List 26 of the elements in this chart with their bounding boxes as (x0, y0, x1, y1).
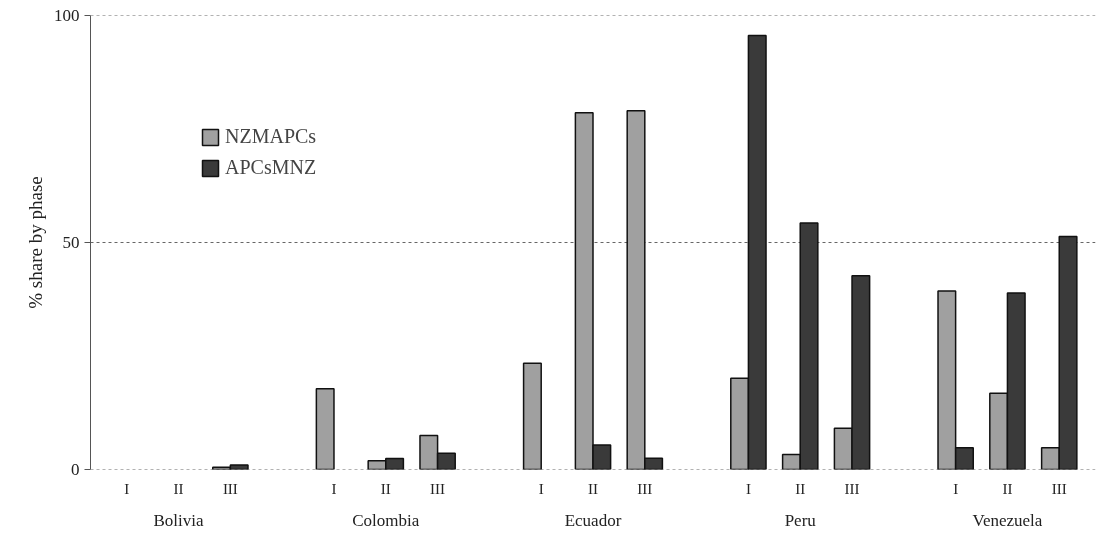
text: Ecuador (564, 510, 622, 530)
y-tick-label: 0 (71, 460, 80, 479)
x-tick-label: III (637, 480, 653, 497)
x-tick-label: III (222, 480, 238, 497)
x-tick-label: III (430, 480, 446, 497)
x-tick-label: II (1002, 480, 1013, 497)
y-tick-label: 50 (62, 233, 80, 252)
x-tick-label: II (795, 480, 806, 497)
x-tick-label: II (588, 480, 598, 497)
x-tick-label: III (1051, 480, 1067, 497)
x-tick-label: I (331, 480, 337, 497)
x-tick-label: II (173, 480, 184, 497)
x-tick-label: III (844, 480, 860, 497)
text: Venezuela (972, 510, 1043, 530)
y-axis-title: % share by phase (25, 176, 46, 309)
x-tick-label: I (953, 480, 959, 497)
legend-label: NZMAPCs (225, 125, 317, 148)
text: Colombia (352, 510, 420, 530)
y-tick-label: 100 (54, 6, 80, 25)
x-tick-label: I (745, 480, 751, 497)
text: Bolivia (153, 510, 205, 530)
legend-label: APCsMNZ (225, 156, 317, 179)
x-tick-label: I (124, 480, 130, 497)
x-tick-label: II (380, 480, 391, 497)
text: Peru (784, 510, 817, 530)
x-tick-label: I (538, 480, 544, 497)
